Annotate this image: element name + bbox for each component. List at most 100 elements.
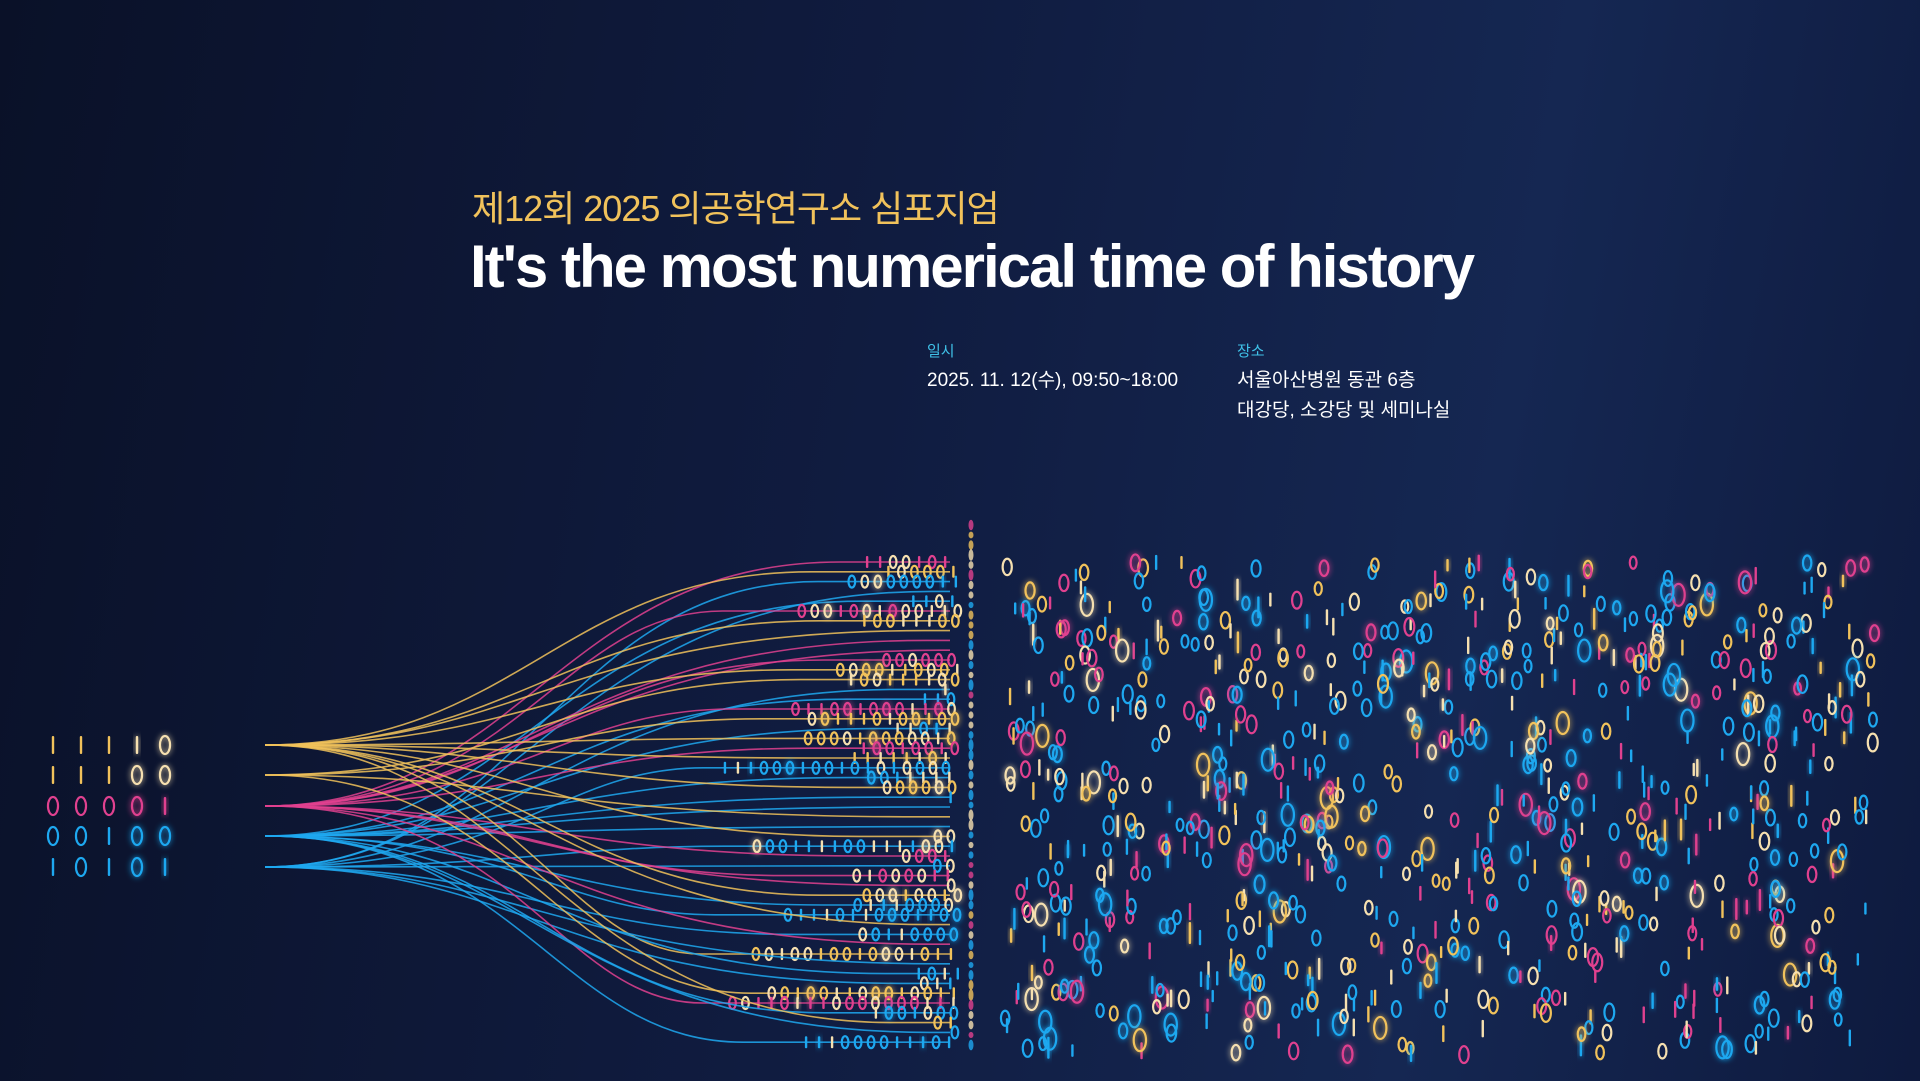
field-digit [1367,1006,1370,1023]
field-digit [1014,717,1025,734]
field-digit [1692,1003,1695,1019]
stream-digit [888,673,892,686]
stream-digit [924,703,927,715]
field-digit [1851,638,1864,659]
field-digit [1360,698,1373,718]
divider-dot [968,950,974,960]
field-digit [1654,829,1657,843]
data-stream-line [264,639,950,807]
stream-digit [741,995,750,1011]
field-digit [1096,864,1107,882]
field-digit [1326,652,1337,669]
field-digit [1348,592,1361,611]
field-digit [1651,992,1654,1010]
stream-digit [847,574,857,589]
field-digit [1797,813,1808,829]
stream-digit [830,1036,834,1049]
stream-digit [878,868,888,883]
field-digit [1476,832,1479,849]
stream-digit [840,1035,850,1050]
divider-dot [968,989,974,1001]
stream-digit [833,840,837,853]
stream-digit [816,731,826,746]
divider-dot [968,871,974,879]
stream-digit [851,908,855,921]
field-digit [1622,900,1625,914]
stream-digit [887,565,890,578]
field-digit [1081,785,1092,802]
field-digit [1629,749,1633,763]
field-digit [1611,600,1622,616]
stream-digit [872,613,882,628]
stream-digit [940,742,943,755]
field-digit [1347,984,1358,1001]
field-digit [1229,958,1232,977]
field-digit [1626,705,1630,721]
stream-digit [878,605,881,617]
stream-digit [941,575,945,588]
field-digit [1060,671,1064,684]
stream-digit [921,1036,925,1049]
field-digit [1218,654,1221,670]
field-digit [1116,696,1120,713]
stream-digit [941,760,951,775]
stream-digit [939,907,949,922]
stream-digit [950,672,960,687]
field-digit [1019,731,1035,756]
field-digit [1748,871,1758,887]
field-digit [1538,959,1541,972]
stream-digit [908,652,918,668]
stream-digit [950,741,960,756]
field-digit [1657,1042,1668,1060]
field-digit [1352,997,1356,1012]
field-digit [1313,581,1323,597]
field-digit [1390,999,1402,1018]
stream-digit [949,791,952,804]
field-digit [1035,723,1050,748]
field-digit [1527,721,1540,741]
source-digit [74,856,88,878]
field-digit [1284,961,1287,976]
field-digit [1518,792,1534,817]
field-digit [1352,773,1365,793]
field-digit [1175,817,1185,833]
field-digit [1226,909,1229,923]
field-digit [1310,865,1314,882]
field-digit [1767,1008,1780,1028]
stream-digit [862,742,865,755]
field-digit [1454,909,1458,923]
data-stream-line [264,659,950,807]
stream-digit [858,732,862,745]
field-digit [1239,668,1249,685]
divider-dot [968,921,974,929]
field-digit [1510,740,1513,758]
source-digit [107,827,111,845]
stream-digit [840,761,844,774]
field-digit [1416,943,1429,964]
field-digit [1821,817,1832,833]
field-digit [1628,611,1639,627]
stream-digit [887,907,897,922]
divider-dot [968,759,974,771]
field-digit [1651,623,1664,644]
field-digit [1195,752,1211,777]
stream-digit [820,840,824,853]
field-digit [1628,555,1638,570]
field-digit [1550,989,1562,1007]
field-digit [1001,557,1013,577]
source-digit [130,856,144,878]
field-digit [1859,556,1870,573]
field-digit [1403,598,1413,615]
stream-digit [879,1035,889,1050]
stream-digit [866,770,876,785]
field-digit [1752,694,1765,714]
field-digit [1764,640,1778,661]
field-digit [1054,861,1064,876]
divider-dot [968,580,974,590]
field-digit [1446,559,1449,572]
field-digit [1021,1038,1034,1058]
field-digit [1363,899,1374,916]
field-digit [1770,704,1781,722]
field-digit [1400,599,1410,614]
stream-digit [835,662,845,677]
